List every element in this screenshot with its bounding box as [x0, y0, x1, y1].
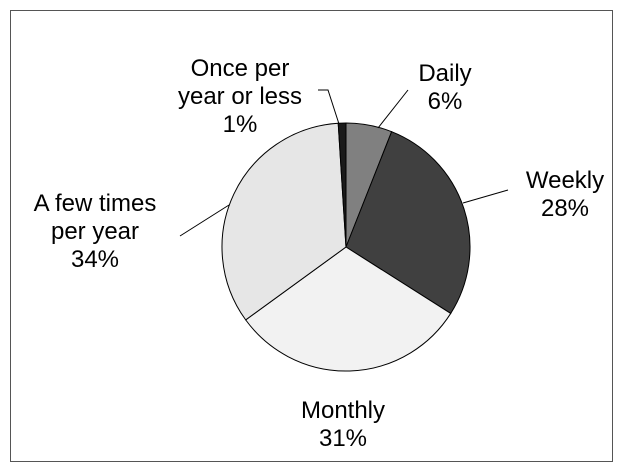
value-label: 1%: [222, 111, 258, 138]
pie-slice: [244, 246, 452, 372]
leader-line: [179, 204, 230, 237]
slice-label: Once per year or less 1%: [178, 55, 302, 139]
category-label: Weekly: [525, 167, 605, 194]
leader-line: [462, 189, 509, 204]
slice-label: Daily 6%: [418, 60, 471, 116]
leader-line: [318, 89, 340, 125]
pie-slice: [345, 131, 471, 315]
value-label: 28%: [540, 195, 590, 222]
slice-label: Monthly 31%: [301, 397, 385, 453]
slice-label: Weekly 28%: [526, 167, 604, 223]
value-label: 6%: [427, 88, 463, 115]
value-label: 31%: [318, 425, 368, 452]
category-label: A few times per year: [33, 190, 157, 245]
leader-line: [377, 89, 409, 129]
category-label: Once per year or less: [177, 55, 303, 110]
category-label: Monthly: [300, 397, 386, 424]
pie-slice: [221, 122, 347, 321]
pie-slice: [337, 122, 347, 248]
value-label: 34%: [70, 246, 120, 273]
slice-label: A few times per year 34%: [34, 190, 157, 274]
category-label: Daily: [418, 60, 472, 87]
